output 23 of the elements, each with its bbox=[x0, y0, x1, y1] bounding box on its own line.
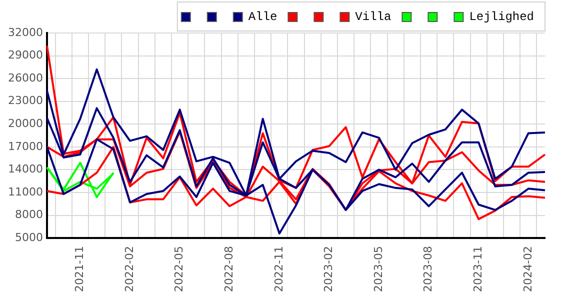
legend-label: Lejlighed bbox=[469, 10, 534, 24]
y-tick-label: 32000 bbox=[8, 26, 43, 39]
x-tick-label: 2022-08 bbox=[222, 246, 236, 292]
x-tick-label: 2024-02 bbox=[521, 246, 534, 292]
x-tick-label: 2022-02 bbox=[122, 246, 136, 292]
x-tick-label: 2023-08 bbox=[422, 246, 435, 292]
legend-label: Villa bbox=[355, 10, 392, 24]
y-tick-label: 20000 bbox=[8, 116, 43, 130]
y-tick-label: 29000 bbox=[8, 48, 43, 62]
y-tick-label: 23000 bbox=[8, 94, 43, 108]
x-tick-label: 2023-02 bbox=[322, 246, 336, 292]
x-tick-label: 2023-11 bbox=[471, 246, 484, 292]
x-tick-label: 2022-05 bbox=[172, 246, 186, 292]
x-tick-label: 2022-11 bbox=[272, 246, 286, 292]
y-tick-label: 8000 bbox=[14, 208, 43, 222]
legend-label: Alle bbox=[248, 10, 278, 24]
x-tick-label: 2023-05 bbox=[372, 246, 385, 292]
x-tick-label: 2021-11 bbox=[73, 246, 86, 292]
y-tick-label: 17000 bbox=[8, 140, 43, 153]
y-tick-label: 5000 bbox=[14, 230, 43, 244]
y-tick-label: 11000 bbox=[8, 185, 43, 198]
y-tick-label: 26000 bbox=[8, 71, 43, 84]
y-tick-label: 14000 bbox=[8, 162, 43, 176]
